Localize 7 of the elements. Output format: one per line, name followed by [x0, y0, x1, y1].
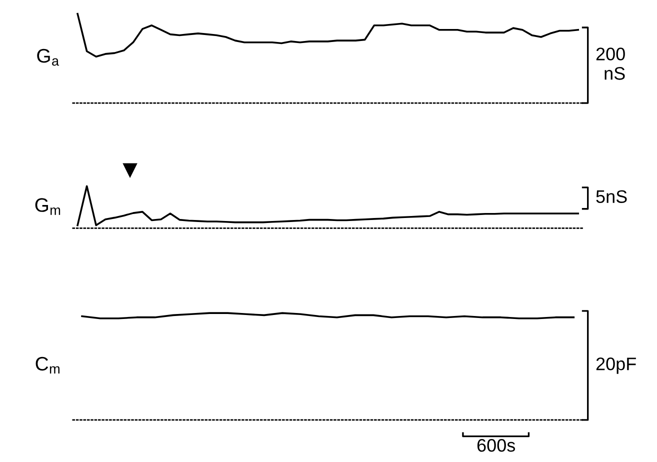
text: 600s	[477, 438, 516, 452]
y-axis-title: G$_{m}$	[35, 198, 60, 215]
text: 20pF	[596, 358, 636, 374]
y-axis-title: G$_{a}$	[37, 48, 60, 66]
text: 200 nS	[596, 48, 625, 80]
text: 5nS	[596, 190, 627, 203]
y-axis-title: C$_{m}$	[36, 356, 60, 374]
